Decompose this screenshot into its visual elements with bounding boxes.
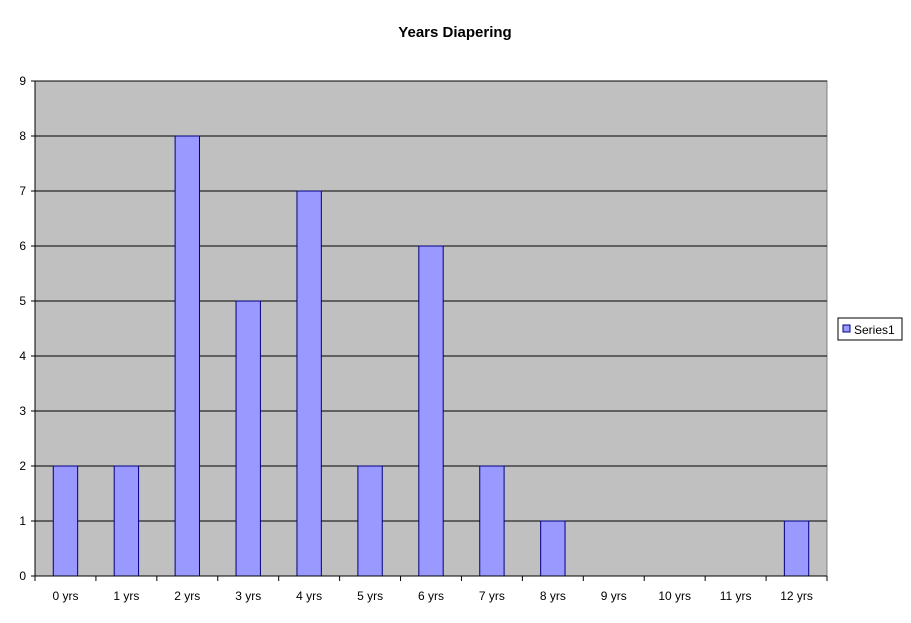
- x-tick-label: 3 yrs: [235, 589, 261, 603]
- bar-8-yrs: [540, 520, 566, 577]
- x-tick-label: 6 yrs: [418, 589, 444, 603]
- bar-1-yrs: [113, 465, 140, 577]
- x-tick-label: 7 yrs: [479, 589, 505, 603]
- x-tick-label: 0 yrs: [52, 589, 78, 603]
- x-tick-label: 2 yrs: [174, 589, 200, 603]
- bar-6-yrs: [418, 245, 444, 577]
- bar-2-yrs: [174, 135, 200, 577]
- legend-label-series1: Series1: [854, 323, 895, 337]
- y-tick-label: 2: [19, 459, 26, 473]
- x-tick-label: 5 yrs: [357, 589, 383, 603]
- legend: Series1: [837, 317, 903, 341]
- x-tick-label: 9 yrs: [601, 589, 627, 603]
- bar-4-yrs: [296, 190, 322, 577]
- y-tick-label: 9: [19, 74, 26, 88]
- axes: [34, 81, 827, 577]
- bar-12-yrs: [783, 520, 810, 577]
- y-tick-label: 7: [19, 184, 26, 198]
- x-tick-label: 12 yrs: [780, 589, 813, 603]
- bar-3-yrs: [235, 300, 261, 577]
- y-tick-label: 6: [19, 239, 26, 253]
- y-axis-ticks: 0 1 2 3 4 5 6 7 8 9: [19, 74, 35, 583]
- bar-7-yrs: [479, 465, 505, 577]
- y-tick-label: 8: [19, 129, 26, 143]
- bar-0-yrs: [52, 465, 79, 577]
- y-tick-label: 1: [19, 514, 26, 528]
- y-tick-label: 3: [19, 404, 26, 418]
- x-tick-label: 4 yrs: [296, 589, 322, 603]
- legend-swatch: [842, 324, 851, 333]
- y-tick-label: 4: [19, 349, 26, 363]
- y-tick-label: 5: [19, 294, 26, 308]
- bar-5-yrs: [357, 465, 383, 577]
- legend-box: [837, 317, 903, 341]
- bars: [52, 135, 810, 577]
- x-tick-label: 1 yrs: [113, 589, 139, 603]
- x-tick-label: 10 yrs: [658, 589, 691, 603]
- chart-title: Years Diapering: [398, 24, 511, 41]
- y-tick-label: 0: [19, 569, 26, 583]
- x-tick-label: 8 yrs: [540, 589, 566, 603]
- x-axis-ticks: 0 yrs 1 yrs 2 yrs 3 yrs 4 yrs 5 yrs 6 yrs 7 yrs…: [34, 576, 828, 603]
- x-tick-label: 11 yrs: [720, 589, 752, 603]
